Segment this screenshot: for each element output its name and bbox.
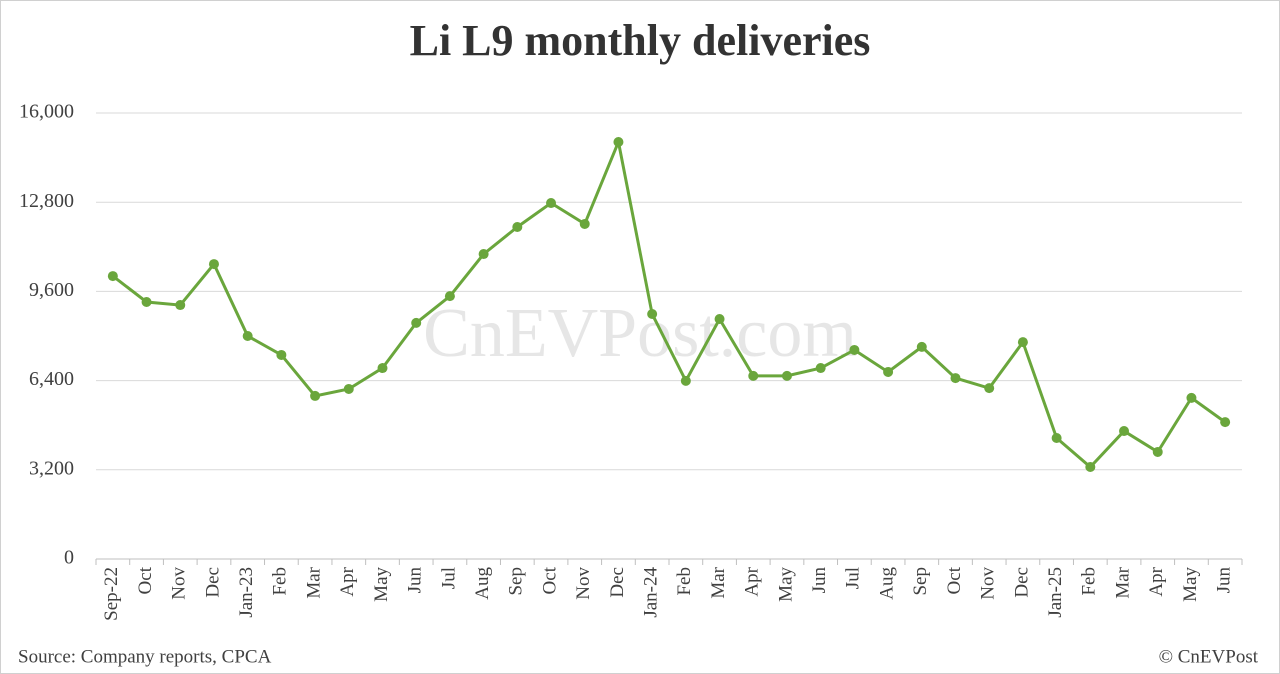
- y-tick-label: 3,200: [29, 457, 74, 479]
- credit: © CnEVPost: [1159, 646, 1259, 667]
- x-tick-label: May: [371, 567, 392, 602]
- point: [242, 331, 253, 341]
- x-tick-label: Apr: [1146, 566, 1167, 596]
- x-tick-label: Mar: [1112, 566, 1133, 598]
- x-tick-label: Sep: [910, 567, 931, 596]
- point: [1186, 392, 1197, 403]
- x-tick-label: Sep-22: [101, 567, 122, 621]
- point: [748, 370, 759, 381]
- x-tick-label: Jul: [438, 567, 459, 589]
- point: [444, 291, 455, 302]
- y-tick-label: 9,600: [29, 279, 74, 301]
- point: [579, 218, 590, 229]
- x-tick-label: Feb: [674, 567, 695, 596]
- point: [950, 373, 961, 384]
- source: Source: Company reports, CPCA: [18, 646, 272, 667]
- point: [141, 296, 152, 307]
- x-tick-label: Dec: [202, 567, 223, 598]
- x-tick-label: Oct: [135, 566, 156, 594]
- x-tick-label: Jul: [843, 567, 864, 589]
- point: [714, 313, 725, 324]
- x-tick-label: Sep: [506, 567, 527, 596]
- point: [883, 366, 894, 377]
- point: [343, 383, 354, 394]
- x-tick-label: Jun: [405, 567, 426, 594]
- chart-title: Li L9 monthly deliveries: [410, 16, 871, 65]
- x-tick-label: Jun: [809, 567, 830, 594]
- point: [107, 271, 118, 282]
- x-tick-label: Jun: [1214, 567, 1235, 594]
- point: [1051, 433, 1062, 444]
- x-tick-label: Dec: [1011, 567, 1032, 598]
- point: [377, 363, 388, 374]
- point: [680, 375, 691, 386]
- point: [849, 344, 860, 355]
- point: [546, 198, 557, 209]
- point: [208, 259, 219, 270]
- x-tick-label: Aug: [472, 567, 493, 600]
- x-tick-label: Nov: [169, 567, 190, 600]
- x-tick-label: Nov: [573, 567, 594, 600]
- watermark: CnEVPost.com: [423, 295, 857, 372]
- x-tick-label: May: [1180, 567, 1201, 602]
- point: [984, 383, 995, 394]
- point: [478, 249, 489, 260]
- point: [1017, 337, 1028, 348]
- x-tick-label: May: [775, 567, 796, 602]
- point: [916, 341, 927, 352]
- x-tick-label: Jan-24: [641, 567, 662, 618]
- x-tick-label: Mar: [303, 566, 324, 598]
- x-tick-label: Oct: [944, 566, 965, 594]
- point: [310, 390, 321, 401]
- x-tick-label: Jan-25: [1045, 567, 1066, 618]
- x-tick-label: Mar: [708, 566, 729, 598]
- x-tick-label: Apr: [337, 566, 358, 596]
- y-tick-label: 0: [64, 547, 74, 569]
- y-tick-label: 6,400: [29, 368, 74, 390]
- x-tick-label: Apr: [742, 566, 763, 596]
- point: [1220, 417, 1231, 428]
- x-tick-label: Jan-23: [236, 567, 257, 618]
- point: [175, 300, 186, 311]
- point: [1152, 446, 1163, 457]
- y-tick-label: 12,800: [19, 190, 74, 212]
- x-tick-label: Aug: [876, 567, 897, 600]
- y-tick-label: 16,000: [19, 101, 74, 123]
- point: [411, 317, 422, 328]
- point: [647, 308, 658, 319]
- line: [111, 136, 1227, 470]
- x-tick-label: Feb: [1079, 567, 1100, 596]
- x-tick-label: Feb: [270, 567, 291, 596]
- point: [512, 222, 523, 233]
- point: [1119, 426, 1130, 437]
- x-tick-label: Dec: [607, 567, 628, 598]
- point: [1085, 462, 1096, 473]
- point: [276, 349, 287, 360]
- x-tick-label: Nov: [978, 567, 999, 600]
- x-tick-label: Oct: [539, 566, 560, 594]
- point: [781, 370, 792, 381]
- point: [815, 363, 826, 374]
- point: [613, 136, 624, 147]
